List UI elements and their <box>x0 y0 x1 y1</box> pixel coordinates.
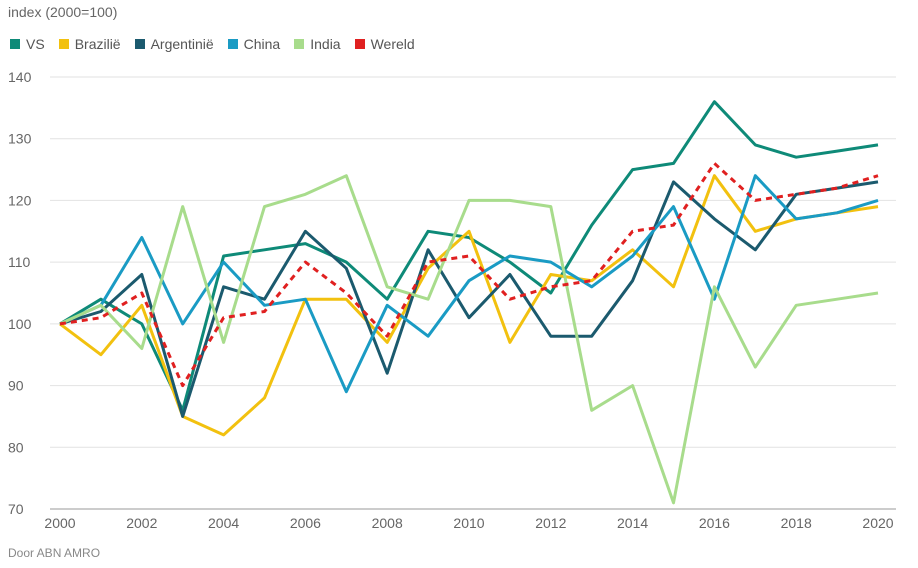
legend-swatch <box>354 39 365 49</box>
legend: VS Brazilië Argentinië China India Wereld <box>10 36 415 52</box>
x-tick-2002: 2002 <box>126 515 157 531</box>
source-note: Door ABN AMRO <box>8 546 101 560</box>
x-tick-2006: 2006 <box>290 515 321 531</box>
series-line-Argentinië <box>59 180 879 418</box>
legend-label: Brazilië <box>74 36 121 52</box>
x-tick-2018: 2018 <box>781 515 812 531</box>
x-tick-2000: 2000 <box>44 515 75 531</box>
x-tick-2020: 2020 <box>862 515 893 531</box>
y-tick-130: 130 <box>8 131 32 147</box>
series-lines <box>59 100 879 505</box>
legend-item: India <box>294 36 341 52</box>
legend-item: Wereld <box>354 36 415 52</box>
y-tick-140: 140 <box>8 69 32 85</box>
x-tick-2014: 2014 <box>617 515 648 531</box>
series-line-VS <box>59 100 879 412</box>
legend-item: China <box>227 36 281 52</box>
legend-swatch <box>58 39 69 49</box>
legend-label: Argentinië <box>150 36 214 52</box>
x-tick-2016: 2016 <box>699 515 730 531</box>
legend-label: India <box>310 36 341 52</box>
x-tick-2008: 2008 <box>372 515 403 531</box>
legend-label: Wereld <box>370 36 415 52</box>
x-tick-2004: 2004 <box>208 515 239 531</box>
gridlines <box>50 76 896 510</box>
legend-item: Brazilië <box>58 36 121 52</box>
series-line-India <box>59 174 879 505</box>
y-tick-100: 100 <box>8 316 32 332</box>
legend-swatch <box>134 39 145 49</box>
series-line-Brazilië <box>59 174 879 437</box>
legend-swatch <box>294 39 305 49</box>
y-tick-labels: 70 80 90 100 110 120 130 140 <box>8 69 32 517</box>
x-tick-labels: 2000 2002 2004 2006 2008 2010 2012 2014 2016 2018… <box>44 515 893 531</box>
y-tick-70: 70 <box>8 501 24 517</box>
legend-item: Argentinië <box>134 36 214 52</box>
y-tick-90: 90 <box>8 378 24 394</box>
x-tick-2012: 2012 <box>535 515 566 531</box>
y-tick-120: 120 <box>8 192 32 208</box>
legend-swatch <box>10 39 20 49</box>
series-line-China <box>59 174 879 394</box>
y-tick-110: 110 <box>8 254 31 270</box>
x-tick-2010: 2010 <box>453 515 484 531</box>
y-tick-80: 80 <box>8 439 24 455</box>
legend-label: VS <box>26 36 45 52</box>
legend-swatch <box>227 39 238 49</box>
legend-label: China <box>243 36 281 52</box>
y-axis-title: index (2000=100) <box>8 4 118 20</box>
legend-item: VS <box>10 36 45 52</box>
series-line-Wereld <box>59 161 879 388</box>
